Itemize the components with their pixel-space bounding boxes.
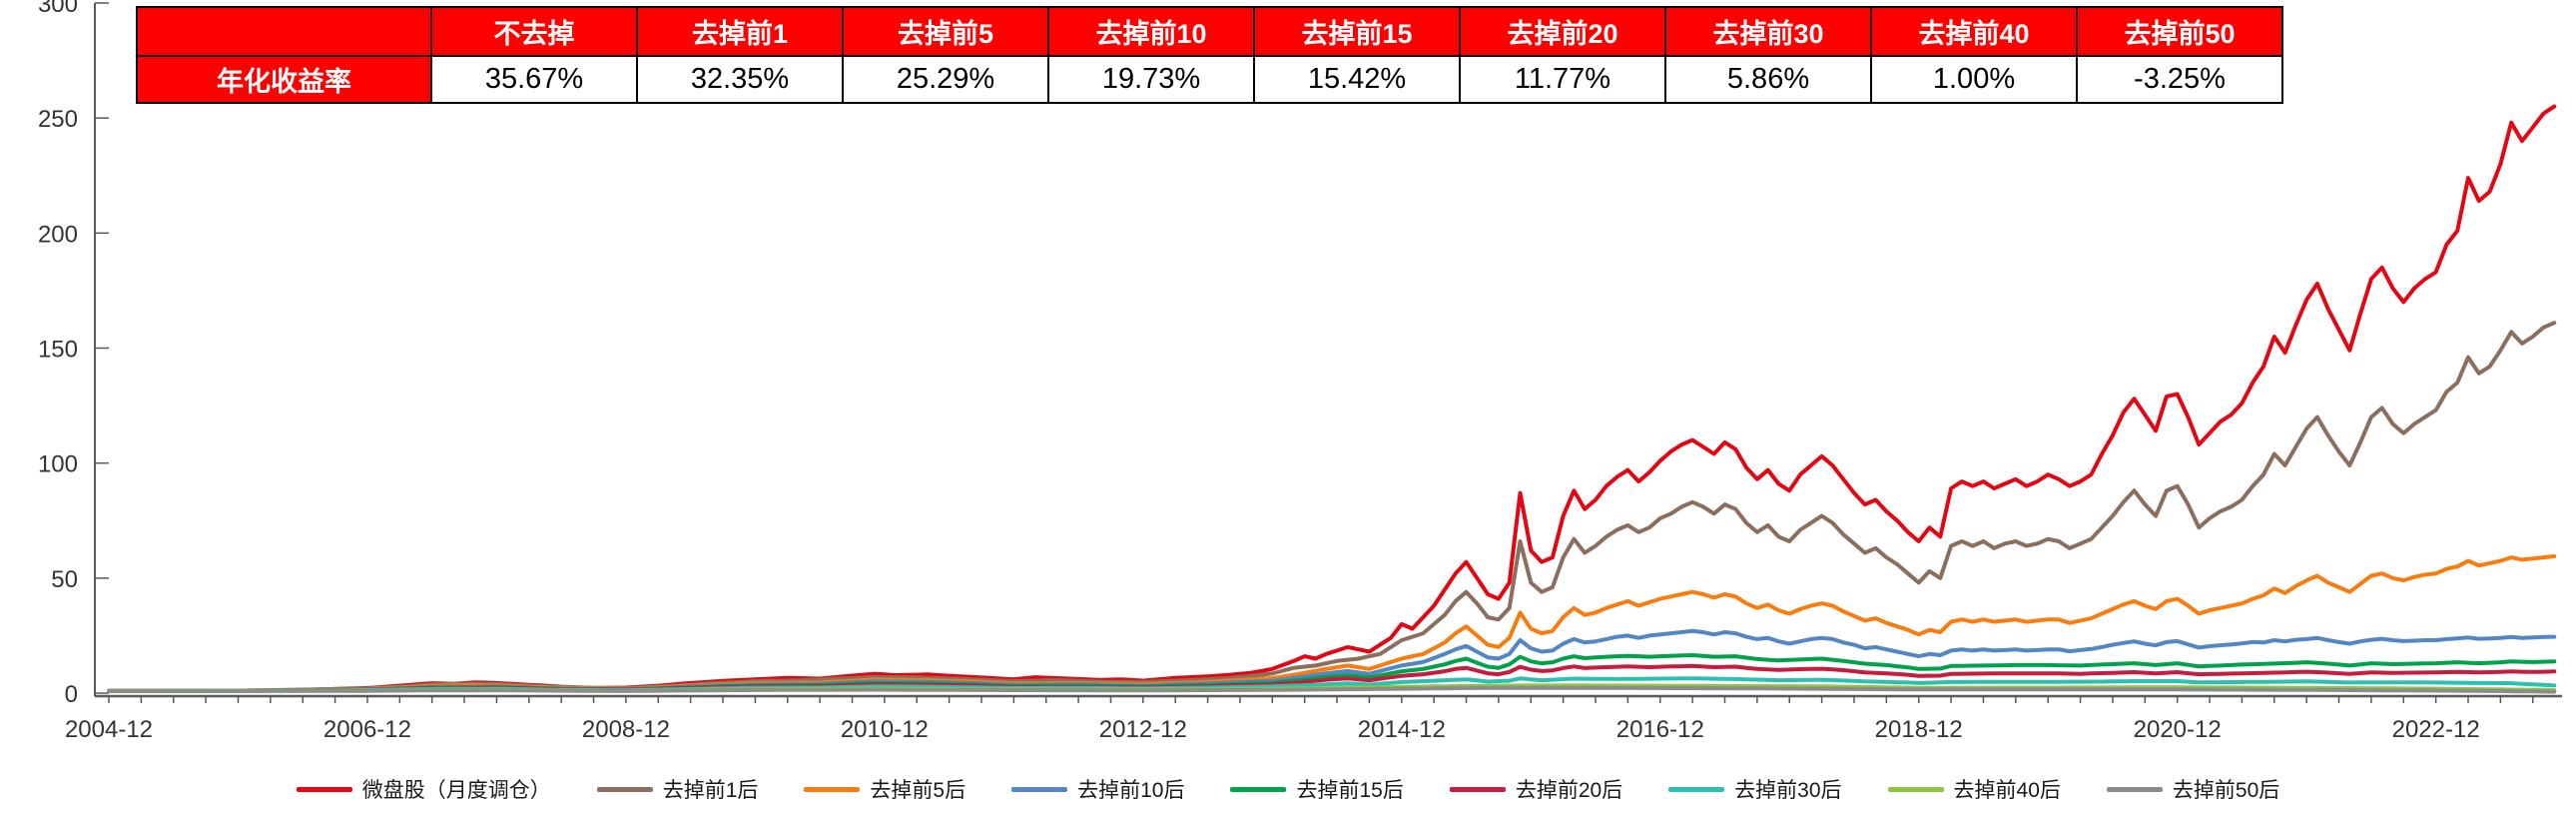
y-axis-tick-label: 100	[38, 451, 78, 478]
table-value-cell: 11.77%	[1459, 55, 1666, 104]
table-col-header: 去掉前5	[842, 6, 1049, 57]
table-col-header: 去掉前40	[1870, 6, 2078, 57]
legend-item: 微盘股（月度调仓）	[296, 774, 551, 804]
table-value-cell: 1.00%	[1870, 55, 2078, 104]
x-axis-tick-label: 2008-12	[582, 716, 670, 743]
table-value-cell: 35.67%	[430, 55, 638, 104]
y-axis-tick-label: 300	[38, 0, 78, 18]
y-axis-tick-label: 0	[65, 681, 78, 708]
legend-label: 去掉前5后	[870, 779, 966, 802]
x-axis-tick-label: 2018-12	[1875, 716, 1963, 743]
legend-item: 去掉前5后	[804, 774, 966, 804]
legend-item: 去掉前50后	[2106, 774, 2280, 804]
legend-line-swatch	[1668, 786, 1725, 792]
annualized-return-table: 不去掉 去掉前1 去掉前5 去掉前10 去掉前15 去掉前20 去掉前30 去掉前40 去掉前5…	[136, 6, 2283, 104]
table-value-cell: 32.35%	[636, 55, 844, 104]
legend-line-swatch	[1449, 786, 1506, 792]
x-axis-tick-label: 2010-12	[841, 716, 929, 743]
table-header-row: 不去掉 去掉前1 去掉前5 去掉前10 去掉前15 去掉前20 去掉前30 去掉前40 去掉前5…	[136, 6, 2283, 57]
legend-label: 去掉前40后	[1953, 779, 2061, 802]
table-col-header: 去掉前1	[636, 6, 844, 57]
table-col-header: 去掉前10	[1047, 6, 1255, 57]
table-value-cell: 5.86%	[1664, 55, 1872, 104]
legend-item: 去掉前10后	[1011, 774, 1184, 804]
series-line	[107, 685, 2557, 694]
y-axis-tick-label: 150	[38, 337, 78, 364]
legend-line-swatch	[596, 786, 653, 792]
x-axis-tick-label: 2012-12	[1099, 716, 1187, 743]
legend-line-swatch	[1011, 786, 1068, 792]
x-axis-tick-label: 2022-12	[2392, 716, 2480, 743]
table-value-cell: 19.73%	[1047, 55, 1255, 104]
table-col-header: 去掉前50	[2076, 6, 2283, 57]
legend-label: 去掉前1后	[662, 779, 759, 802]
table-value-cell: -3.25%	[2076, 55, 2283, 104]
legend-item: 去掉前20后	[1449, 774, 1623, 804]
table-value-cell: 15.42%	[1253, 55, 1461, 104]
legend-line-swatch	[296, 786, 352, 792]
x-axis-tick-label: 2004-12	[65, 716, 153, 743]
legend-label: 去掉前10后	[1077, 779, 1185, 802]
x-axis-tick-label: 2016-12	[1616, 716, 1704, 743]
legend-line-swatch	[1887, 786, 1944, 792]
legend-item: 去掉前30后	[1668, 774, 1842, 804]
y-axis-tick-label: 200	[38, 221, 78, 248]
y-axis-tick-label: 50	[51, 566, 78, 593]
legend-label: 去掉前15后	[1296, 779, 1404, 802]
legend: 微盘股（月度调仓） 去掉前1后 去掉前5后 去掉前10后 去掉前15后 去掉前20后 去掉前…	[0, 774, 2576, 804]
row-label-annualized-return: 年化收益率	[136, 55, 432, 104]
legend-line-swatch	[1230, 786, 1287, 792]
legend-line-swatch	[2106, 786, 2163, 792]
legend-label: 微盘股（月度调仓）	[361, 779, 551, 802]
table-corner-cell	[136, 6, 432, 57]
table-col-header: 去掉前30	[1664, 6, 1872, 57]
legend-label: 去掉前30后	[1734, 779, 1842, 802]
legend-label: 去掉前50后	[2172, 779, 2280, 802]
table-value-cell: 25.29%	[842, 55, 1049, 104]
legend-item: 去掉前40后	[1887, 774, 2061, 804]
legend-item: 去掉前15后	[1230, 774, 1404, 804]
table-col-header: 不去掉	[430, 6, 638, 57]
x-axis-tick-label: 2014-12	[1358, 716, 1446, 743]
table-col-header: 去掉前15	[1253, 6, 1461, 57]
legend-line-swatch	[804, 786, 861, 792]
table-data-row: 年化收益率 35.67% 32.35% 25.29% 19.73% 15.42% 11.7…	[136, 55, 2283, 104]
legend-item: 去掉前1后	[596, 774, 759, 804]
table-col-header: 去掉前20	[1459, 6, 1666, 57]
x-axis-tick-label: 2006-12	[323, 716, 411, 743]
series-line	[107, 321, 2557, 693]
x-axis-tick-label: 2020-12	[2134, 716, 2222, 743]
y-axis-tick-label: 250	[38, 106, 78, 133]
legend-label: 去掉前20后	[1515, 779, 1623, 802]
